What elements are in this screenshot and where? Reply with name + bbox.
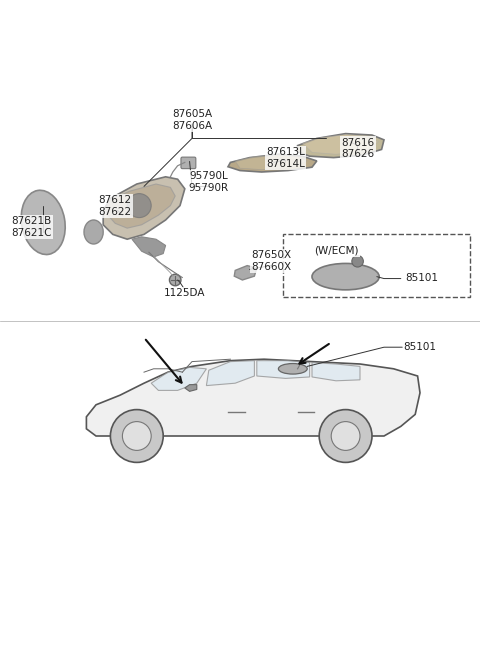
Polygon shape xyxy=(235,155,307,170)
Circle shape xyxy=(319,409,372,462)
Circle shape xyxy=(352,256,363,267)
Text: 95790L
95790R: 95790L 95790R xyxy=(189,171,229,193)
Circle shape xyxy=(169,274,181,286)
Polygon shape xyxy=(312,363,360,380)
Text: 87613L
87614L: 87613L 87614L xyxy=(266,148,305,169)
Polygon shape xyxy=(107,184,175,228)
Text: (W/ECM): (W/ECM) xyxy=(314,245,358,255)
FancyBboxPatch shape xyxy=(181,157,196,169)
Polygon shape xyxy=(302,134,378,154)
Text: 87612
87622: 87612 87622 xyxy=(98,195,132,217)
Polygon shape xyxy=(257,361,310,379)
Polygon shape xyxy=(297,134,384,157)
Circle shape xyxy=(122,422,151,451)
Text: 87621B
87621C: 87621B 87621C xyxy=(11,216,51,238)
Polygon shape xyxy=(132,237,166,257)
Text: 87616
87626: 87616 87626 xyxy=(341,138,374,159)
Polygon shape xyxy=(86,359,420,436)
Text: 1125DA: 1125DA xyxy=(164,288,205,298)
Circle shape xyxy=(127,194,151,218)
Polygon shape xyxy=(228,154,317,172)
Polygon shape xyxy=(234,266,257,280)
Polygon shape xyxy=(185,384,197,392)
Text: (W/ECM): (W/ECM) xyxy=(314,245,358,255)
Ellipse shape xyxy=(312,264,379,290)
Circle shape xyxy=(331,422,360,451)
Ellipse shape xyxy=(84,220,103,244)
Polygon shape xyxy=(103,177,185,239)
Text: 85101: 85101 xyxy=(406,273,439,283)
Ellipse shape xyxy=(21,190,65,255)
Polygon shape xyxy=(151,367,206,390)
Circle shape xyxy=(110,409,163,462)
Text: 85101: 85101 xyxy=(403,342,436,352)
Ellipse shape xyxy=(278,363,307,374)
Text: 87650X
87660X: 87650X 87660X xyxy=(251,250,291,272)
Text: 87605A
87606A: 87605A 87606A xyxy=(172,110,212,131)
Polygon shape xyxy=(206,361,254,386)
